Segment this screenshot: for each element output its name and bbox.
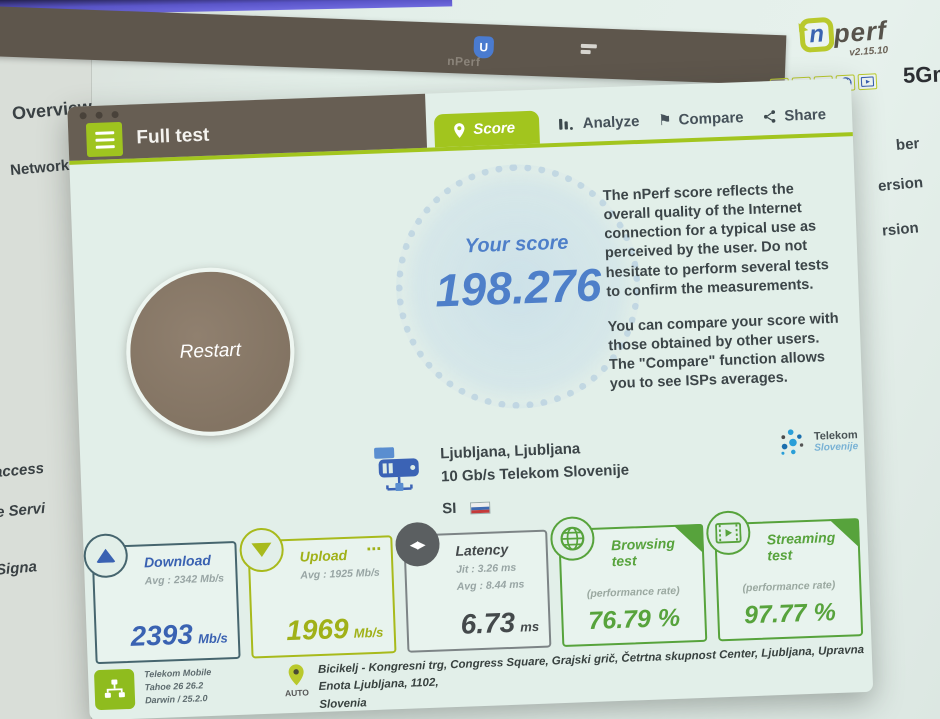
server-icon bbox=[374, 447, 419, 492]
latency-avg: Avg : 8.44 ms bbox=[456, 578, 525, 593]
nperf-logo: n perf v2.15.10 bbox=[798, 13, 889, 62]
upload-card: Upload Avg : 1925 Mb/s ⋯ 1969 Mb/s bbox=[238, 527, 397, 659]
streaming-note: (performance rate) bbox=[742, 579, 836, 595]
streaming-card: Streaming test (performance rate) 97.77 … bbox=[705, 510, 864, 642]
latency-title: Latency bbox=[455, 541, 509, 559]
upload-card-icon bbox=[238, 527, 285, 573]
latency-card-icon: ◀▶ bbox=[394, 521, 440, 568]
window-body: Restart Your score 198.276 The nPerf sco… bbox=[69, 136, 873, 716]
score-label: Your score bbox=[464, 231, 569, 257]
location-pin-icon bbox=[288, 664, 304, 686]
isp-name: Telekom bbox=[813, 428, 858, 443]
slovenia-flag-icon bbox=[470, 501, 491, 515]
network-interface-icon bbox=[93, 668, 136, 711]
kernel-version: Darwin / 25.2.0 bbox=[144, 693, 208, 706]
streaming-toolbar-button[interactable] bbox=[857, 73, 878, 91]
score-description-p1: The nPerf score reflects the overall qua… bbox=[602, 181, 830, 300]
latency-card: ◀▶ Latency Jit : 3.26 ms Avg : 8.44 ms 6… bbox=[394, 521, 552, 653]
tab-compare-label: Compare bbox=[678, 109, 744, 129]
download-value: 2393 bbox=[130, 618, 194, 652]
telekom-sphere-icon bbox=[781, 429, 804, 455]
isp-logo: Telekom Slovenije bbox=[773, 422, 858, 461]
results-row: Download Avg : 2342 Mb/s 2393 Mb/s Uploa… bbox=[82, 510, 864, 665]
browser-title: nPerf bbox=[446, 53, 481, 70]
film-icon bbox=[715, 522, 742, 544]
tab-compare[interactable]: ⚑ Compare bbox=[658, 109, 744, 139]
window-title: Full test bbox=[136, 124, 210, 149]
browsing-value: 76.79 % bbox=[587, 603, 681, 636]
latency-arrows-icon: ◀▶ bbox=[409, 538, 425, 552]
nperf-logo-n-icon: n bbox=[798, 16, 835, 54]
tab-analyze[interactable]: Analyze bbox=[557, 113, 640, 143]
globe-icon bbox=[560, 526, 585, 551]
isp-sub: Slovenije bbox=[814, 440, 859, 454]
upload-unit: Mb/s bbox=[353, 624, 384, 641]
score-description: The nPerf score reflects the overall qua… bbox=[603, 179, 848, 395]
tab-share[interactable]: Share bbox=[762, 106, 827, 135]
score-value: 198.276 bbox=[434, 257, 603, 316]
analyze-bars-icon bbox=[557, 116, 576, 132]
download-unit: Mb/s bbox=[197, 630, 228, 647]
streaming-value: 97.77 % bbox=[743, 598, 837, 630]
download-card: Download Avg : 2342 Mb/s 2393 Mb/s bbox=[82, 532, 241, 665]
tab-stack-icon[interactable] bbox=[580, 43, 597, 58]
bg-text-fragment: ersion bbox=[877, 174, 924, 195]
tab-strip: Score Analyze ⚑ Compare bbox=[425, 78, 853, 148]
window-header: Full test Score Analyze bbox=[67, 78, 853, 165]
window-header-dark: Full test bbox=[67, 93, 428, 161]
download-title: Download bbox=[143, 551, 212, 571]
score-description-p2: You can compare your score with those ob… bbox=[607, 310, 839, 393]
tab-score[interactable]: Score bbox=[433, 110, 540, 148]
server-info: Ljubljana, Ljubljana 10 Gb/s Telekom Slo… bbox=[372, 437, 631, 524]
server-country-code: SI bbox=[441, 499, 457, 518]
corner-fold bbox=[673, 523, 705, 555]
download-avg: Avg : 2342 Mb/s bbox=[144, 572, 225, 588]
upload-menu-button[interactable]: ⋯ bbox=[365, 540, 383, 559]
tab-score-label: Score bbox=[473, 119, 516, 138]
tab-analyze-label: Analyze bbox=[582, 112, 640, 132]
location-block: AUTO bbox=[284, 662, 309, 698]
latency-value: 6.73 bbox=[460, 606, 516, 640]
browsing-card: Browsing test (performance rate) 76.79 % bbox=[550, 515, 708, 648]
bg-text-fragment: ber bbox=[895, 135, 921, 154]
share-icon bbox=[764, 110, 776, 123]
video-icon bbox=[860, 76, 875, 88]
nperf-logo-text: perf bbox=[832, 14, 888, 49]
tab-share-label: Share bbox=[784, 106, 827, 125]
browsing-note: (performance rate) bbox=[586, 584, 680, 601]
bg-5g-label: 5Gm bbox=[902, 61, 940, 88]
download-card-icon bbox=[82, 532, 129, 579]
browser-title-bar: U nPerf bbox=[0, 6, 787, 86]
corner-fold bbox=[828, 518, 860, 550]
bg-text-fragment: rsion bbox=[881, 219, 920, 240]
menu-hamburger-button[interactable] bbox=[85, 121, 124, 158]
window-footer: Telekom Mobile Tahoe 26 26.2 Darwin / 25… bbox=[93, 642, 867, 719]
bg-menu-signal[interactable]: Signa bbox=[0, 558, 38, 579]
browsing-card-icon bbox=[550, 515, 596, 562]
latency-jitter: Jit : 3.26 ms bbox=[455, 561, 517, 576]
upload-avg: Avg : 1925 Mb/s bbox=[300, 566, 380, 582]
latency-unit: ms bbox=[519, 618, 540, 635]
restart-button[interactable]: Restart bbox=[123, 264, 298, 439]
nperf-app-window: Full test Score Analyze bbox=[67, 78, 874, 719]
streaming-card-icon bbox=[705, 510, 752, 556]
pin-icon bbox=[454, 122, 465, 138]
window-controls[interactable] bbox=[79, 110, 119, 120]
location-mode: AUTO bbox=[284, 687, 310, 699]
upload-value: 1969 bbox=[285, 612, 350, 647]
restart-label: Restart bbox=[179, 339, 242, 363]
compare-flag-icon: ⚑ bbox=[657, 111, 672, 130]
